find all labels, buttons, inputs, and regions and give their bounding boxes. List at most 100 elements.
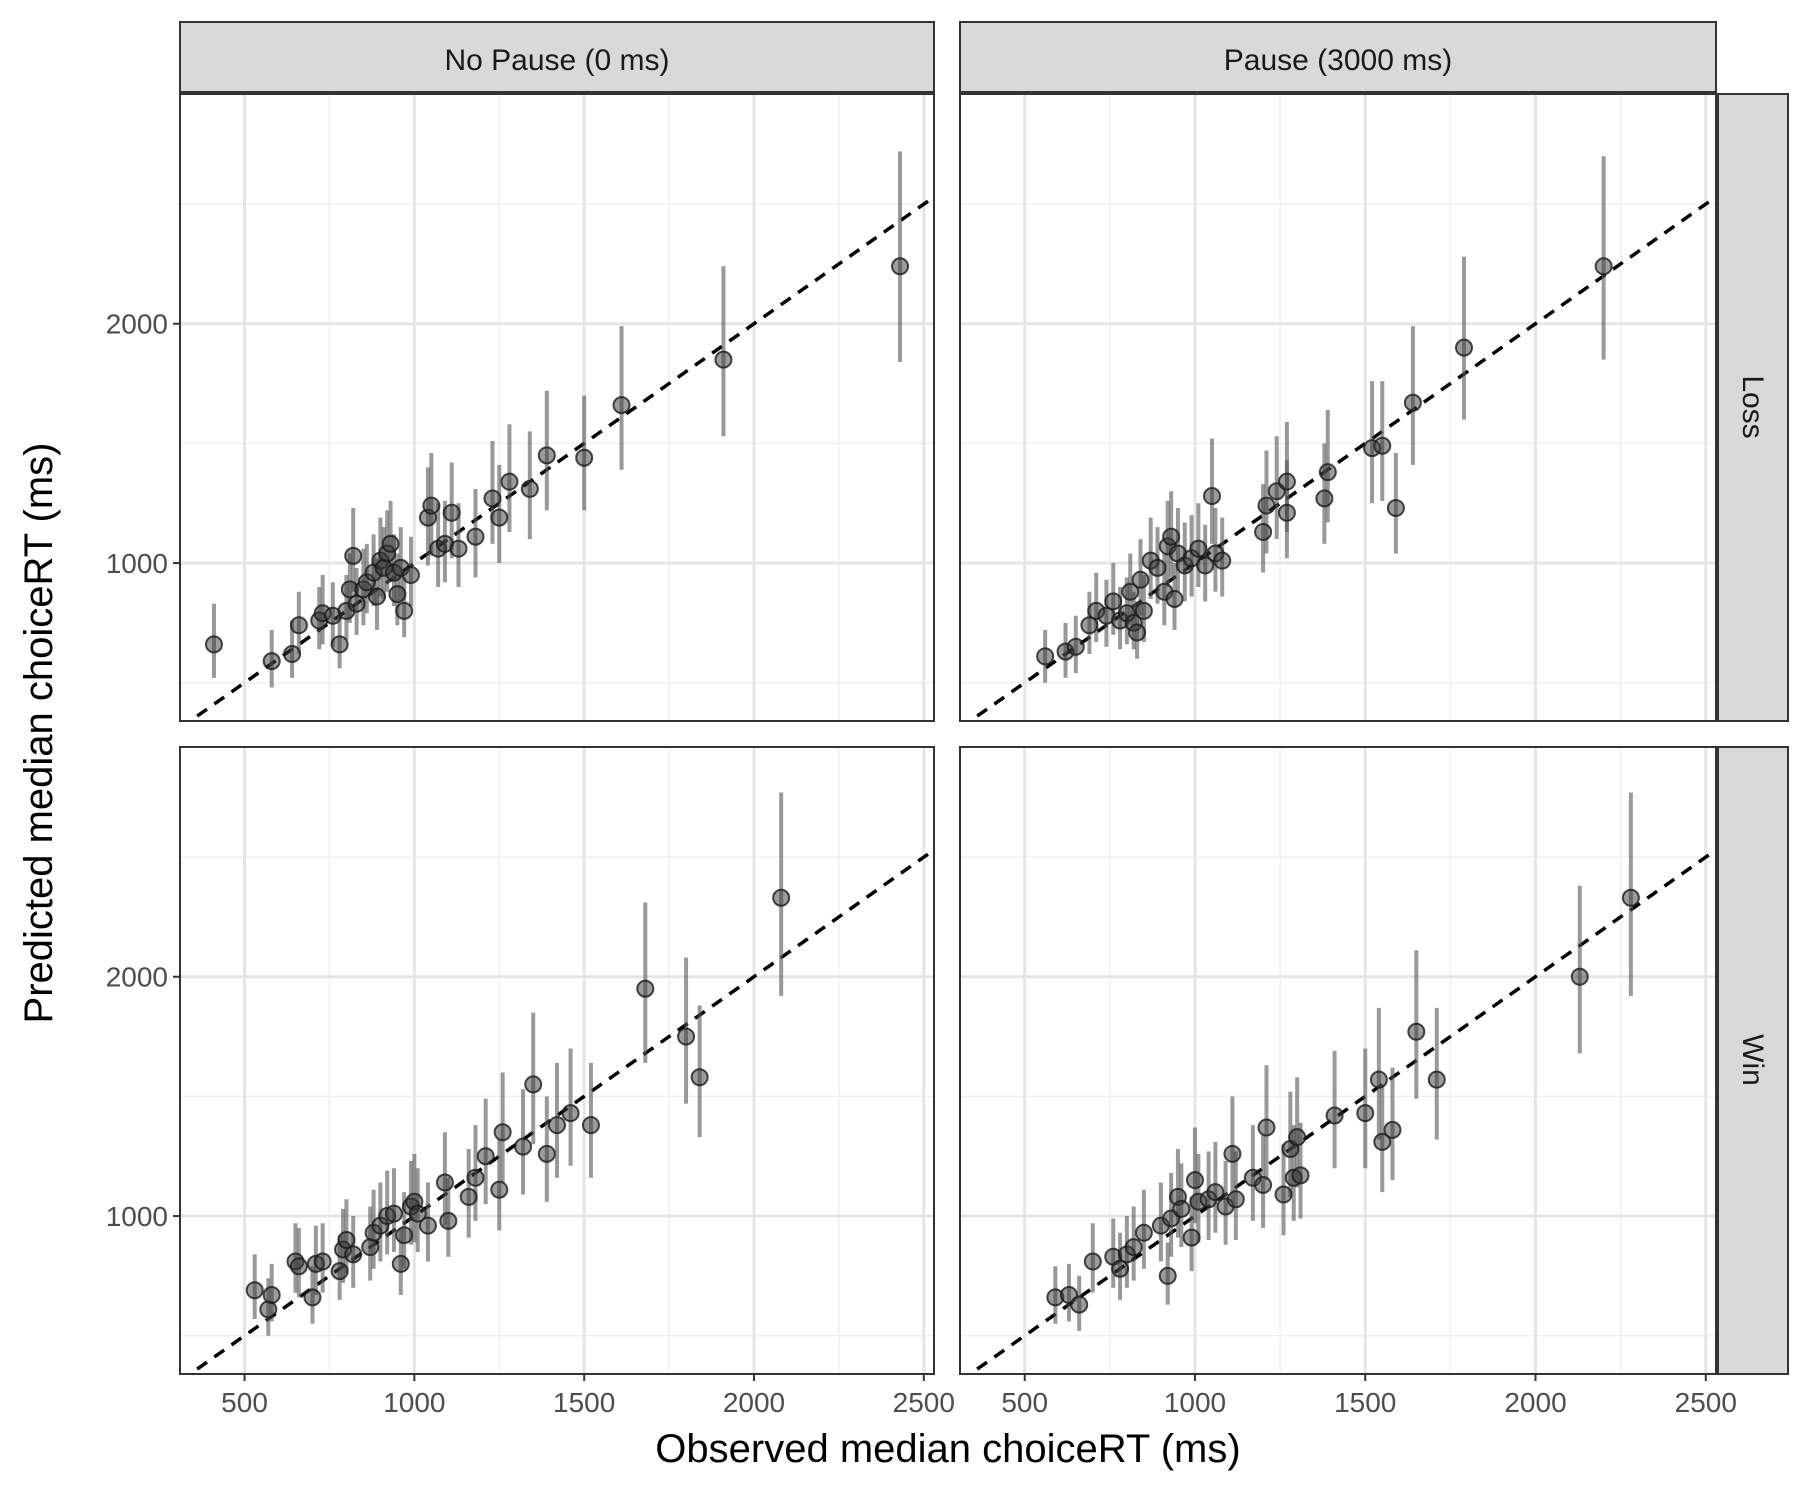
panel-background [180,94,934,721]
data-point [1036,647,1055,666]
data-point [1373,1132,1392,1151]
data-point [690,1068,709,1087]
y-tick-label: 2000 [106,962,168,993]
strip-col-no-pause-box [179,21,935,93]
panel-no-pause-loss: 1000 2000 [106,93,935,722]
data-point [1223,1144,1242,1163]
data-point [283,644,302,663]
data-point [714,350,733,369]
data-point [347,594,366,613]
x-tick-label: 1000 [383,1387,445,1418]
data-point [1373,436,1392,455]
data-point [262,652,281,671]
data-point [245,1281,264,1300]
data-point [1128,623,1147,642]
data-point [1182,1228,1201,1247]
data-point [1080,616,1099,635]
data-point [1111,1259,1130,1278]
data-point [1254,522,1273,541]
strip-row-loss-box [1717,93,1789,722]
strip-row-win-box [1717,746,1789,1375]
data-point [1455,338,1473,357]
data-point [612,396,631,415]
data-point [1213,551,1232,570]
data-point [1257,1118,1276,1137]
data-point [548,1116,566,1135]
data-point [490,508,509,527]
data-point [459,1187,478,1206]
panel-no-pause-win: 1000 2000 500 1000 1500 2000 2500 [106,746,955,1418]
data-point [1104,592,1123,611]
panel-pause-loss [959,93,1717,722]
x-axis-title: Observed median choiceRT (ms) [655,1427,1240,1471]
data-point [514,1137,533,1156]
x-tick-label: 1500 [553,1387,615,1418]
y-axis-title: Predicted median choiceRT (ms) [17,443,61,1024]
panel-plot-area [960,94,1716,721]
data-point [259,1300,278,1319]
data-point [442,503,461,522]
identity-line [967,195,1716,721]
data-point [289,616,308,635]
data-point [575,448,594,467]
data-point [1288,1128,1307,1147]
panel-background [960,747,1716,1374]
data-point [388,585,407,604]
data-point [408,1204,427,1223]
data-point [1066,637,1085,656]
strip-col-pause-box [959,21,1717,93]
panel-plot-area [180,94,934,721]
data-point [313,1252,332,1271]
data-point [204,635,223,654]
data-point [561,1104,580,1123]
data-point [1083,1252,1102,1271]
data-point [303,1288,322,1307]
data-point [537,446,556,465]
data-point [344,546,363,565]
y-tick-label: 1000 [106,1201,168,1232]
data-point [401,566,420,585]
data-point [466,527,485,546]
data-point [1165,589,1184,608]
data-point [1134,1223,1153,1242]
data-point [1189,539,1208,558]
data-point [1274,1185,1293,1204]
data-point [337,1230,356,1249]
data-point [435,1173,454,1192]
data-point [1148,558,1167,577]
data-point [1162,527,1181,546]
data-point [1254,1175,1273,1194]
data-point [1226,1190,1245,1209]
data-point [1277,472,1296,491]
data-point [1172,1199,1191,1218]
data-point [1291,1166,1310,1185]
strip-row-win-label: Win [1736,1034,1769,1086]
x-tick-label: 1000 [1164,1387,1226,1418]
data-point [1621,888,1640,907]
x-tick-label: 2500 [893,1387,955,1418]
data-point [384,1204,403,1223]
data-point [537,1144,556,1163]
data-point [1594,257,1613,276]
data-point [677,1027,696,1046]
data-point [330,1262,349,1281]
data-point [1570,967,1589,986]
data-point [1407,1022,1426,1041]
data-point [361,1238,380,1257]
data-point [330,635,349,654]
data-point [418,1216,437,1235]
panel-border [959,746,1717,1375]
data-point [1206,1183,1225,1202]
data-point [490,1180,509,1199]
data-point [1121,582,1140,601]
facet-strips: No Pause (0 ms) Pause (3000 ms) Loss Win [179,21,1789,1375]
x-tick-label: 2500 [1675,1387,1737,1418]
data-point [449,539,468,558]
strip-row-loss-label: Loss [1736,375,1769,438]
data-point [476,1147,495,1166]
x-tick-label: 1500 [1334,1387,1396,1418]
data-point [1427,1070,1446,1089]
x-tick-label: 500 [221,1387,268,1418]
data-point [891,257,910,276]
data-point [1369,1070,1388,1089]
